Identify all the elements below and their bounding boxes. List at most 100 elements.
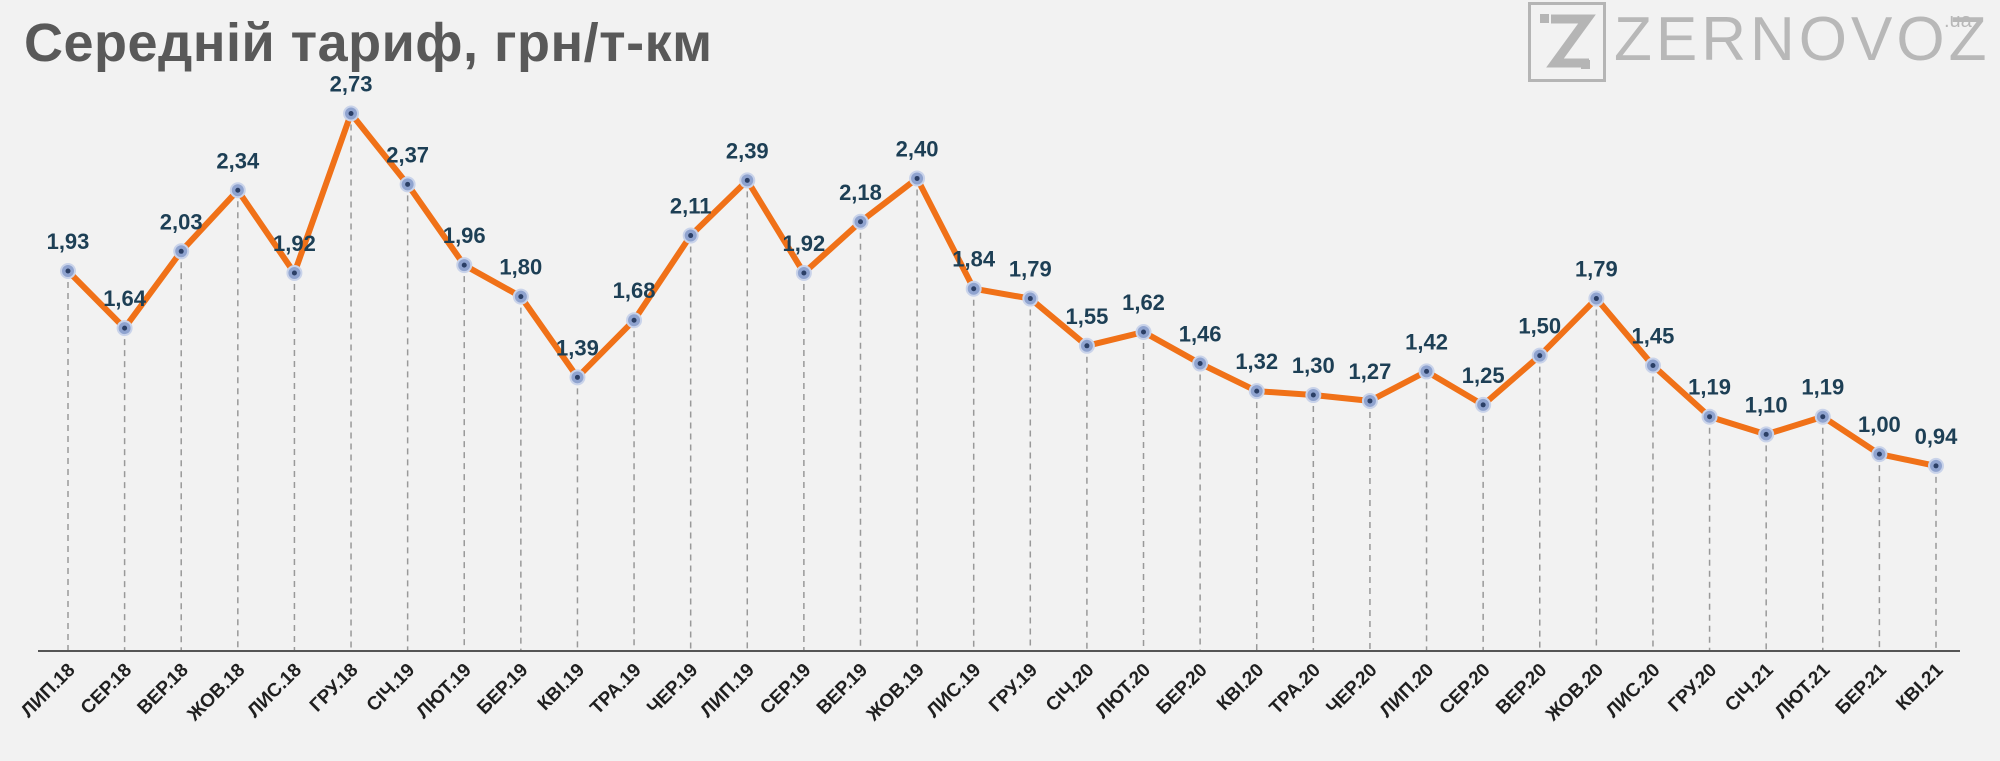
brand-logo: ZERNOVOZ .ua xyxy=(1526,2,1996,88)
data-point-core xyxy=(688,233,694,239)
data-point-core xyxy=(1650,363,1656,368)
data-label: 1,79 xyxy=(1575,257,1618,282)
data-label: 1,50 xyxy=(1518,314,1561,339)
data-label: 1,10 xyxy=(1745,392,1788,417)
data-label: 1,46 xyxy=(1179,322,1222,347)
data-label: 1,84 xyxy=(952,247,996,272)
series-line xyxy=(65,110,1939,469)
data-label: 1,92 xyxy=(782,231,825,256)
x-tick-label: ЧЕР.20 xyxy=(1323,660,1382,719)
data-point-core xyxy=(971,286,977,292)
data-point-core xyxy=(857,219,863,225)
x-tick-label: ЛИС.20 xyxy=(1602,660,1664,722)
data-point-core xyxy=(348,110,354,116)
data-label: 1,00 xyxy=(1858,412,1901,437)
x-tick-label: БЕР.19 xyxy=(473,660,532,719)
data-label: 1,25 xyxy=(1462,363,1505,388)
x-tick-label: СІЧ.20 xyxy=(1042,660,1098,716)
data-point-core xyxy=(1537,353,1543,359)
x-tick-label: ЖОВ.20 xyxy=(1542,660,1608,726)
data-point-core xyxy=(1084,343,1090,349)
logo-suffix-text: .ua xyxy=(1944,10,1972,32)
x-tick-label: ГРУ.19 xyxy=(985,660,1042,717)
value-labels: 1,93 1,64 2,03 2,34 1,92 2,73 2,37 1,96 1,80 1,39… xyxy=(47,71,1959,448)
data-point-core xyxy=(1820,414,1826,420)
data-label: 1,80 xyxy=(499,255,542,280)
data-point-core xyxy=(1197,361,1203,367)
data-point-core xyxy=(518,294,524,300)
x-tick-label: ЛИС.18 xyxy=(244,660,306,722)
data-label: 1,42 xyxy=(1405,329,1448,354)
logo-mark-icon xyxy=(1528,2,1606,82)
x-tick-label: ТРА.19 xyxy=(586,660,645,719)
data-point-core xyxy=(1424,368,1430,374)
data-point-core xyxy=(574,374,580,380)
data-point-core xyxy=(744,177,750,183)
x-tick-label: ЛИП.20 xyxy=(1376,660,1438,722)
data-point-core xyxy=(235,187,241,193)
x-tick-label: ТРА.20 xyxy=(1266,660,1325,719)
data-point-core xyxy=(1310,392,1316,398)
data-point-core xyxy=(1367,398,1373,404)
data-point-core xyxy=(1593,296,1599,302)
x-tick-label: КВІ.21 xyxy=(1892,659,1947,714)
data-label: 1,27 xyxy=(1349,359,1392,384)
data-point-core xyxy=(801,270,807,276)
data-label: 2,37 xyxy=(386,142,429,167)
x-tick-label: БЕР.20 xyxy=(1153,660,1212,719)
data-point-core xyxy=(1707,414,1713,420)
data-point-core xyxy=(178,248,184,254)
data-label: 2,40 xyxy=(896,136,939,161)
data-label: 1,19 xyxy=(1688,375,1731,400)
data-label: 1,32 xyxy=(1235,349,1278,374)
x-tick-label: ЛИП.18 xyxy=(17,660,79,722)
logo-brand-text: ZERNOVOZ xyxy=(1614,5,1991,74)
x-tick-label: СІЧ.19 xyxy=(363,660,419,716)
data-label: 2,73 xyxy=(330,71,373,96)
data-label: 1,64 xyxy=(103,286,147,311)
data-label: 1,68 xyxy=(613,278,656,303)
data-point-core xyxy=(1141,329,1147,335)
data-label: 1,19 xyxy=(1801,375,1844,400)
data-point-core xyxy=(405,181,411,187)
x-tick-label: ЖОВ.18 xyxy=(183,660,249,726)
data-point-core xyxy=(1027,296,1033,302)
x-tick-label: СЕР.19 xyxy=(756,660,815,719)
data-point-core xyxy=(65,268,71,274)
data-point-core xyxy=(1763,431,1769,437)
chart-title: Середній тариф, грн/т-км xyxy=(24,13,713,73)
drop-lines xyxy=(67,113,1937,651)
data-point-core xyxy=(291,270,297,276)
data-label: 2,18 xyxy=(839,180,882,205)
x-tick-label: ЛИС.19 xyxy=(923,660,985,722)
x-tick-label: СІЧ.21 xyxy=(1721,659,1778,716)
data-label: 1,79 xyxy=(1009,257,1052,282)
x-tick-label: ЧЕР.19 xyxy=(643,660,702,719)
x-tick-label: СЕР.18 xyxy=(77,660,136,719)
data-point-core xyxy=(461,262,467,268)
data-label: 1,93 xyxy=(47,229,90,254)
data-point-core xyxy=(1480,402,1486,408)
data-point-core xyxy=(1876,451,1882,457)
data-label: 1,62 xyxy=(1122,290,1165,315)
x-tick-label: БЕР.21 xyxy=(1832,659,1891,718)
x-tick-label: ЛЮТ.20 xyxy=(1092,660,1155,723)
x-tick-label: КВІ.20 xyxy=(1213,660,1268,715)
data-label: 1,96 xyxy=(443,223,486,248)
data-point-core xyxy=(1254,388,1260,394)
x-tick-label: ЖОВ.19 xyxy=(862,660,928,726)
data-point-core xyxy=(914,175,920,181)
x-tick-label: ЛЮТ.21 xyxy=(1771,659,1834,722)
data-label: 2,11 xyxy=(670,194,712,219)
data-point-core xyxy=(631,317,637,323)
x-tick-label: ЛИП.19 xyxy=(697,660,759,722)
data-label: 1,30 xyxy=(1292,353,1335,378)
data-label: 1,39 xyxy=(556,335,599,360)
x-tick-label: КВІ.19 xyxy=(534,660,589,715)
data-label: 1,55 xyxy=(1065,304,1108,329)
data-label: 0,94 xyxy=(1915,424,1959,449)
data-label: 2,34 xyxy=(216,148,260,173)
x-tick-label: СЕР.20 xyxy=(1436,660,1495,719)
